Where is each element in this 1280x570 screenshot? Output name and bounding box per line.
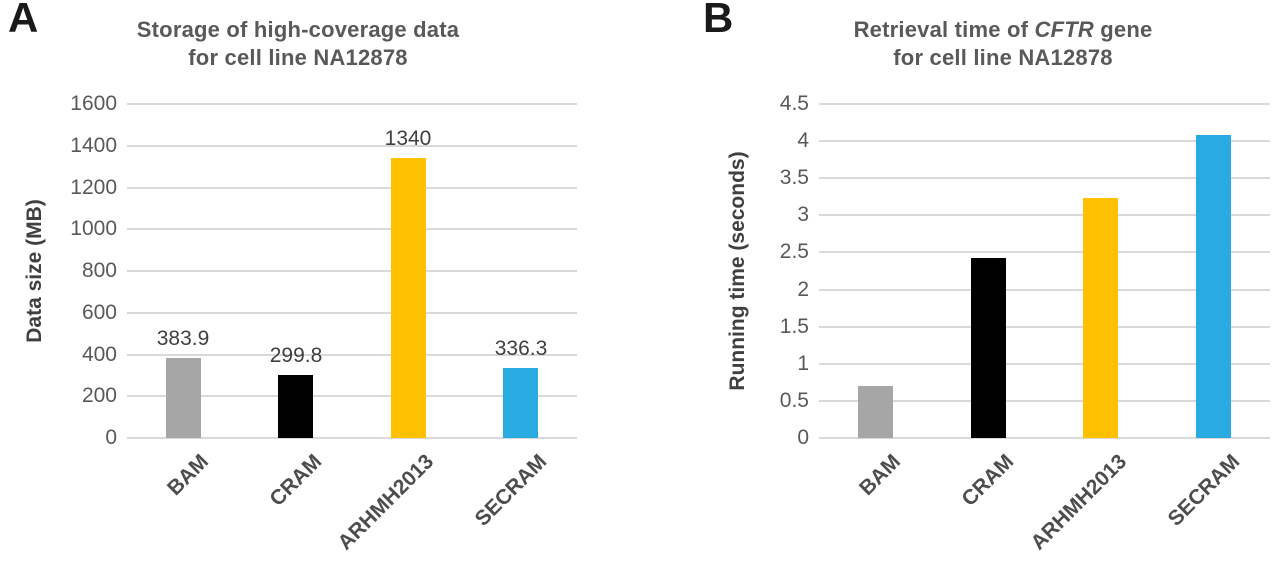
chart-title-line: for cell line NA12878 (188, 45, 408, 70)
value-label-secram: 336.3 (494, 337, 548, 360)
gridline (127, 187, 577, 189)
gridline (819, 363, 1270, 365)
gridline (819, 214, 1270, 216)
bar-bam (166, 358, 201, 438)
y-tick-label: 4.5 (779, 92, 809, 115)
gridline (127, 103, 577, 105)
y-tick-label: 400 (81, 343, 117, 366)
y-tick-label: 1000 (70, 217, 117, 240)
y-tick-label: 0.5 (779, 389, 809, 412)
y-axis-ticks-b: 0 0.5 1 1.5 2 2.5 3 3.5 4 4.5 (724, 92, 809, 449)
gridline (127, 228, 577, 230)
chart-title-a: Storage of high-coverage data for cell li… (18, 16, 578, 72)
y-tick-label: 1400 (70, 134, 117, 157)
value-label-bam: 383.9 (156, 327, 210, 350)
value-label-cram: 299.8 (269, 344, 323, 367)
bar-arhmh2013 (1083, 198, 1118, 438)
gridline (127, 354, 577, 356)
y-tick-label: 600 (81, 301, 117, 324)
x-category-label-secram: SECRAM (1163, 450, 1245, 531)
bar-secram (1196, 135, 1231, 438)
y-tick-label: 1200 (70, 176, 117, 199)
y-axis-ticks-a: 0 200 400 600 800 1000 1200 1400 1600 (32, 92, 117, 449)
y-tick-label: 800 (81, 259, 117, 282)
value-label-arhmh2013: 1340 (384, 127, 432, 150)
y-tick-label: 0 (797, 426, 809, 449)
gridline (819, 326, 1270, 328)
gridline (819, 251, 1270, 253)
bar-arhmh2013 (391, 158, 426, 438)
y-tick-label: 1.5 (779, 315, 809, 338)
x-category-label-bam: BAM (163, 450, 214, 501)
plot-area-b: 0 0.5 1 1.5 2 2.5 3 3.5 4 4.5 BAM CRAM ARHMH2013 SEC… (780, 92, 1270, 555)
gridline (127, 270, 577, 272)
bar-bam (858, 386, 893, 438)
y-tick-label: 3 (797, 203, 809, 226)
chart-title-line: Storage of high-coverage data (136, 17, 460, 42)
y-tick-label: 1600 (70, 92, 117, 115)
y-tick-label: 200 (81, 384, 117, 407)
plot-area-a: 0 200 400 600 800 1000 1200 1400 1600 383.9 BAM 29… (70, 92, 577, 555)
gridline (819, 437, 1270, 439)
bar-cram (278, 375, 313, 438)
y-tick-label: 2 (797, 278, 809, 301)
x-category-label-bam: BAM (855, 450, 906, 501)
gridline (127, 145, 577, 147)
gridline (127, 395, 577, 397)
x-category-label-arhmh2013: ARHMH2013 (1026, 450, 1132, 555)
y-tick-label: 2.5 (779, 240, 809, 263)
gridline (819, 140, 1270, 142)
x-category-label-cram: CRAM (265, 450, 327, 511)
gridline (127, 312, 577, 314)
x-category-label-arhmh2013: ARHMH2013 (333, 450, 439, 555)
gridline (819, 177, 1270, 179)
y-tick-label: 0 (105, 426, 117, 449)
bar-cram (971, 258, 1006, 438)
panel-a: A Storage of high-coverage data for cell … (8, 0, 578, 555)
gridline (127, 437, 577, 439)
gridline (819, 400, 1270, 402)
gridline (819, 103, 1270, 105)
chart-title-b: Retrieval time of CFTR gene for cell line… (743, 16, 1263, 72)
x-category-label-cram: CRAM (957, 450, 1019, 511)
x-category-label-secram: SECRAM (470, 450, 552, 531)
y-tick-label: 4 (797, 129, 809, 152)
chart-title-line: for cell line NA12878 (893, 45, 1113, 70)
panel-b: B Retrieval time of CFTR gene for cell li… (640, 0, 1280, 570)
y-tick-label: 1 (797, 352, 809, 375)
panel-letter-a: A (8, 0, 39, 41)
y-tick-label: 3.5 (779, 166, 809, 189)
chart-title-line: Retrieval time of CFTR gene (853, 17, 1153, 42)
bar-secram (503, 368, 538, 438)
gridline (819, 289, 1270, 291)
panel-letter-b: B (703, 0, 734, 41)
